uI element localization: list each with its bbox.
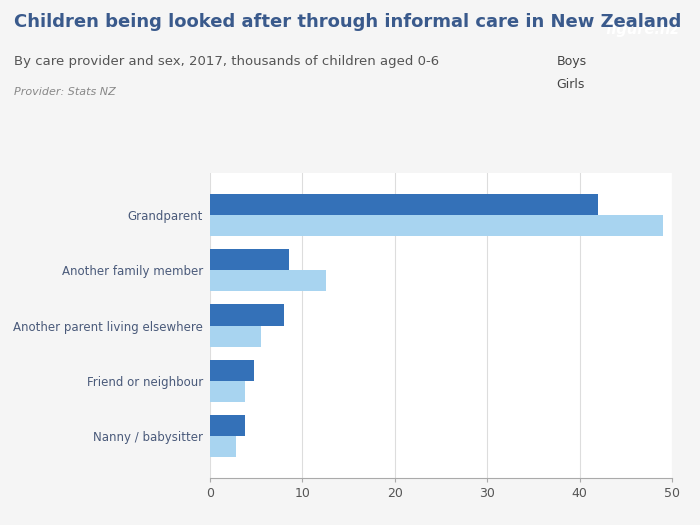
Text: Boys: Boys xyxy=(556,55,587,68)
Bar xyxy=(210,436,236,457)
Bar xyxy=(210,326,261,346)
Bar xyxy=(210,304,284,326)
Bar xyxy=(210,381,245,402)
Bar xyxy=(210,194,598,215)
Text: Provider: Stats NZ: Provider: Stats NZ xyxy=(14,87,116,97)
Text: By care provider and sex, 2017, thousands of children aged 0-6: By care provider and sex, 2017, thousand… xyxy=(14,55,439,68)
Bar xyxy=(210,249,288,270)
Bar xyxy=(210,415,245,436)
Text: Girls: Girls xyxy=(556,78,585,90)
Bar xyxy=(210,360,254,381)
Bar xyxy=(210,215,663,236)
Text: figure.nz: figure.nz xyxy=(606,22,679,37)
Bar xyxy=(210,270,326,291)
Text: Children being looked after through informal care in New Zealand: Children being looked after through info… xyxy=(14,13,681,31)
